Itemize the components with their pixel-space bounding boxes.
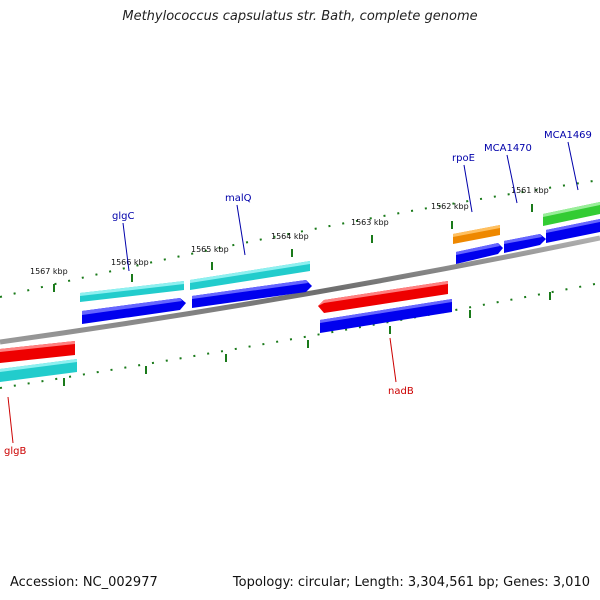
kbp-label-1566: 1566 kbp — [111, 258, 149, 267]
kbp-label-1567: 1567 kbp — [30, 267, 68, 276]
leader-MCA1470 — [506, 154, 518, 204]
outer-major-ticks — [53, 204, 533, 292]
reverse-label-leaders — [7, 337, 397, 444]
forward-gene-labels: glgC malQ rpoE MCA1470 MCA1469 — [112, 130, 592, 222]
map-title: Methylococcus capsulatus str. Bath, comp… — [122, 9, 478, 24]
cds-glgB[interactable] — [0, 359, 77, 382]
inner-tick-ruler — [0, 282, 600, 389]
genome-summary-text: Topology: circular; Length: 3,304,561 bp… — [232, 575, 590, 590]
cds-glgC[interactable] — [82, 298, 186, 324]
inner-major-ticks — [63, 292, 551, 386]
cds-nadB[interactable] — [320, 299, 452, 333]
cds-MCA1470[interactable] — [504, 234, 546, 253]
label-MCA1469[interactable]: MCA1469 — [544, 130, 592, 141]
label-glgB[interactable]: glgB — [4, 446, 26, 457]
leader-glgC — [122, 222, 130, 272]
leader-nadB — [389, 337, 397, 383]
kbp-label-1561: 1561 kbp — [511, 186, 549, 195]
kbp-label-1563: 1563 kbp — [351, 218, 389, 227]
gene-malQ[interactable] — [190, 261, 310, 290]
label-glgC[interactable]: glgC — [112, 211, 134, 222]
kbp-label-1564: 1564 kbp — [271, 232, 309, 241]
leader-MCA1469 — [567, 141, 579, 191]
label-nadB[interactable]: nadB — [388, 386, 414, 397]
accession-text: Accession: NC_002977 — [10, 575, 158, 590]
reverse-gene-labels: nadB glgB — [4, 386, 414, 457]
gene-nadB[interactable] — [318, 281, 448, 313]
leader-malQ — [236, 204, 246, 256]
label-MCA1470[interactable]: MCA1470 — [484, 143, 532, 154]
gene-glgC[interactable] — [80, 281, 184, 302]
gene-rpoE[interactable] — [453, 225, 500, 244]
forward-label-leaders — [122, 141, 579, 272]
leader-rpoE — [463, 164, 473, 213]
cds-malQ[interactable] — [192, 280, 312, 308]
gene-MCA1469[interactable] — [543, 202, 600, 226]
kbp-label-1562: 1562 kbp — [431, 202, 469, 211]
label-rpoE[interactable]: rpoE — [452, 153, 475, 164]
leader-glgB — [7, 396, 14, 444]
label-malQ[interactable]: malQ — [225, 193, 252, 204]
cds-rpoE[interactable] — [456, 243, 503, 264]
kbp-label-1565: 1565 kbp — [191, 245, 229, 254]
cds-MCA1469[interactable] — [546, 219, 600, 243]
genome-backbone — [0, 235, 600, 345]
gene-glgB[interactable] — [0, 341, 75, 363]
